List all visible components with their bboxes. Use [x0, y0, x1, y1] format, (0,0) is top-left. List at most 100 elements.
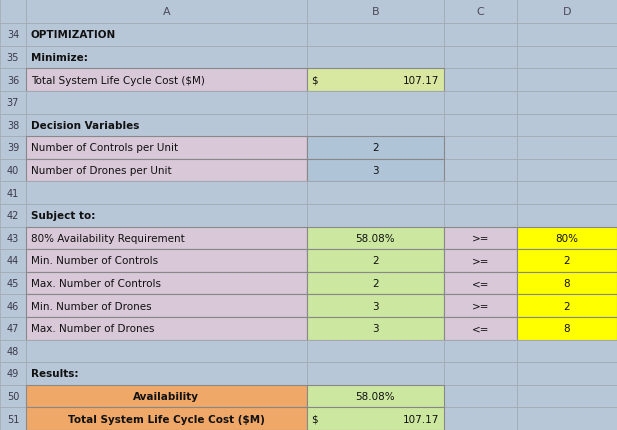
FancyBboxPatch shape: [0, 0, 26, 24]
FancyBboxPatch shape: [444, 46, 517, 69]
Text: 51: 51: [7, 414, 19, 424]
FancyBboxPatch shape: [307, 24, 444, 46]
FancyBboxPatch shape: [517, 24, 617, 46]
Text: Number of Controls per Unit: Number of Controls per Unit: [31, 143, 178, 153]
FancyBboxPatch shape: [517, 0, 617, 24]
FancyBboxPatch shape: [517, 69, 617, 92]
Text: 80% Availability Requirement: 80% Availability Requirement: [31, 233, 184, 243]
FancyBboxPatch shape: [444, 317, 517, 340]
Text: 3: 3: [372, 301, 379, 311]
FancyBboxPatch shape: [307, 227, 444, 249]
Text: 34: 34: [7, 31, 19, 40]
FancyBboxPatch shape: [0, 114, 26, 137]
FancyBboxPatch shape: [444, 340, 517, 362]
Text: 48: 48: [7, 346, 19, 356]
FancyBboxPatch shape: [26, 295, 307, 317]
FancyBboxPatch shape: [444, 295, 517, 317]
FancyBboxPatch shape: [444, 24, 517, 46]
Text: 8: 8: [564, 279, 570, 289]
FancyBboxPatch shape: [307, 362, 444, 385]
Text: Min. Number of Drones: Min. Number of Drones: [31, 301, 152, 311]
FancyBboxPatch shape: [26, 205, 307, 227]
FancyBboxPatch shape: [444, 362, 517, 385]
Text: 3: 3: [372, 323, 379, 334]
FancyBboxPatch shape: [444, 160, 517, 182]
FancyBboxPatch shape: [0, 385, 26, 408]
FancyBboxPatch shape: [26, 0, 307, 24]
FancyBboxPatch shape: [26, 24, 307, 46]
FancyBboxPatch shape: [517, 227, 617, 249]
FancyBboxPatch shape: [517, 362, 617, 385]
Text: 8: 8: [564, 323, 570, 334]
Text: Total System Life Cycle Cost ($M): Total System Life Cycle Cost ($M): [31, 76, 205, 86]
Text: OPTIMIZATION: OPTIMIZATION: [31, 31, 116, 40]
Text: 47: 47: [7, 323, 19, 334]
Text: 2: 2: [372, 143, 379, 153]
FancyBboxPatch shape: [517, 317, 617, 340]
FancyBboxPatch shape: [517, 340, 617, 362]
FancyBboxPatch shape: [444, 227, 517, 249]
Text: Minimize:: Minimize:: [31, 53, 88, 63]
FancyBboxPatch shape: [0, 137, 26, 160]
FancyBboxPatch shape: [0, 317, 26, 340]
FancyBboxPatch shape: [307, 182, 444, 205]
FancyBboxPatch shape: [0, 249, 26, 272]
Text: D: D: [563, 7, 571, 17]
Text: >=: >=: [472, 233, 489, 243]
FancyBboxPatch shape: [26, 317, 307, 340]
FancyBboxPatch shape: [26, 249, 307, 272]
Text: Total System Life Cycle Cost ($M): Total System Life Cycle Cost ($M): [68, 414, 265, 424]
FancyBboxPatch shape: [26, 385, 307, 408]
FancyBboxPatch shape: [517, 114, 617, 137]
FancyBboxPatch shape: [444, 69, 517, 92]
Text: 36: 36: [7, 76, 19, 86]
FancyBboxPatch shape: [444, 137, 517, 160]
FancyBboxPatch shape: [26, 92, 307, 114]
FancyBboxPatch shape: [307, 92, 444, 114]
Text: >=: >=: [472, 301, 489, 311]
FancyBboxPatch shape: [307, 114, 444, 137]
FancyBboxPatch shape: [517, 182, 617, 205]
Text: Max. Number of Controls: Max. Number of Controls: [31, 279, 161, 289]
FancyBboxPatch shape: [26, 160, 307, 182]
Text: Number of Drones per Unit: Number of Drones per Unit: [31, 166, 172, 175]
Text: 3: 3: [372, 166, 379, 175]
FancyBboxPatch shape: [307, 408, 444, 430]
Text: 42: 42: [7, 211, 19, 221]
FancyBboxPatch shape: [0, 205, 26, 227]
FancyBboxPatch shape: [0, 362, 26, 385]
FancyBboxPatch shape: [444, 182, 517, 205]
FancyBboxPatch shape: [26, 272, 307, 295]
Text: 45: 45: [7, 279, 19, 289]
Text: 40: 40: [7, 166, 19, 175]
Text: 50: 50: [7, 391, 19, 401]
FancyBboxPatch shape: [26, 182, 307, 205]
FancyBboxPatch shape: [0, 272, 26, 295]
Text: Decision Variables: Decision Variables: [31, 120, 139, 131]
Text: C: C: [477, 7, 484, 17]
FancyBboxPatch shape: [0, 340, 26, 362]
FancyBboxPatch shape: [307, 272, 444, 295]
Text: 2: 2: [372, 279, 379, 289]
Text: 107.17: 107.17: [403, 414, 439, 424]
FancyBboxPatch shape: [0, 227, 26, 249]
FancyBboxPatch shape: [307, 0, 444, 24]
Text: 2: 2: [564, 301, 570, 311]
FancyBboxPatch shape: [517, 408, 617, 430]
Text: 35: 35: [7, 53, 19, 63]
FancyBboxPatch shape: [0, 295, 26, 317]
Text: 80%: 80%: [555, 233, 579, 243]
Text: 44: 44: [7, 256, 19, 266]
Text: $: $: [312, 76, 318, 86]
Text: 41: 41: [7, 188, 19, 198]
Text: 38: 38: [7, 120, 19, 131]
FancyBboxPatch shape: [444, 92, 517, 114]
FancyBboxPatch shape: [307, 249, 444, 272]
FancyBboxPatch shape: [26, 137, 307, 160]
FancyBboxPatch shape: [444, 249, 517, 272]
FancyBboxPatch shape: [26, 227, 307, 249]
FancyBboxPatch shape: [307, 69, 444, 92]
FancyBboxPatch shape: [26, 69, 307, 92]
Text: >=: >=: [472, 256, 489, 266]
Text: 2: 2: [372, 256, 379, 266]
